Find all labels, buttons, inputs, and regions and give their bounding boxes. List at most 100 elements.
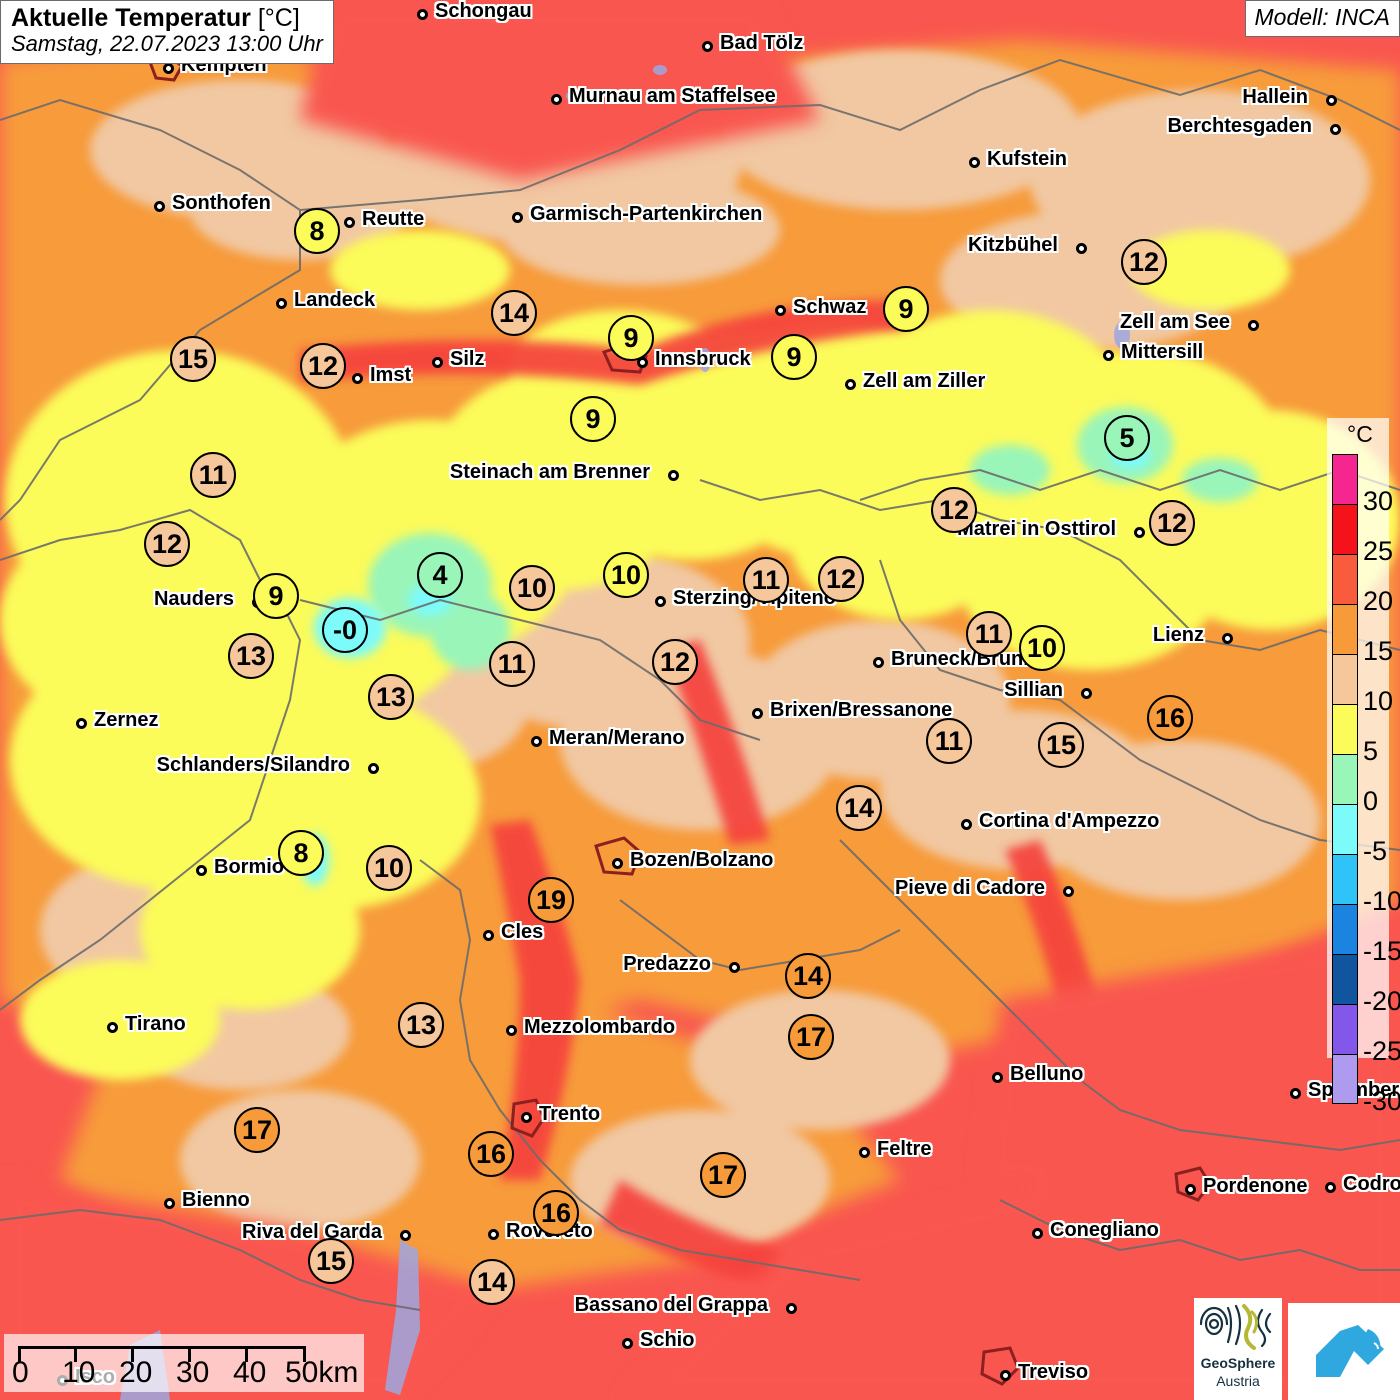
station-value-bubble[interactable]: 12	[818, 556, 864, 602]
station-value-bubble[interactable]: 5	[1104, 415, 1150, 461]
station-value-bubble[interactable]: 17	[700, 1152, 746, 1198]
city-label: Predazzo	[623, 953, 711, 975]
city-label: Kufstein	[987, 148, 1067, 170]
station-value-bubble[interactable]: 9	[883, 286, 929, 332]
city-dot-icon	[1081, 688, 1092, 699]
city-label: Pordenone	[1203, 1175, 1308, 1197]
legend-tick-label: -30	[1363, 1086, 1400, 1116]
legend-cell: 20	[1332, 554, 1393, 615]
scale-label: 50km	[285, 1356, 359, 1389]
legend-cell: 30	[1332, 454, 1393, 515]
station-value-bubble[interactable]: 9	[608, 315, 654, 361]
city-label: Matrei in Osttirol	[957, 518, 1116, 540]
model-box: Modell: INCA	[1244, 0, 1400, 37]
legend-cell: 25	[1332, 504, 1393, 565]
legend-tick-label: 5	[1363, 736, 1379, 766]
station-value-bubble[interactable]: 13	[228, 633, 274, 679]
legend-tick-label: 15	[1363, 636, 1394, 666]
legend-tick-label: 25	[1363, 536, 1394, 566]
station-value-bubble[interactable]: 10	[603, 552, 649, 598]
city-dot-icon	[1000, 1370, 1011, 1381]
station-value-bubble[interactable]: 13	[368, 674, 414, 720]
station-value-bubble[interactable]: 14	[836, 785, 882, 831]
page-title: Aktuelle Temperatur [°C]	[11, 5, 323, 32]
station-value-bubble[interactable]: 9	[253, 573, 299, 619]
station-value-bubble[interactable]: 12	[300, 343, 346, 389]
station-value-bubble[interactable]: 15	[308, 1238, 354, 1284]
station-value-bubble[interactable]: 4	[417, 552, 463, 598]
station-value-bubble[interactable]: 9	[570, 396, 616, 442]
station-value-bubble[interactable]: 11	[743, 557, 789, 603]
legend-tick-label: 30	[1363, 486, 1394, 516]
city-label: Sillian	[1004, 679, 1063, 701]
city-dot-icon	[1330, 124, 1341, 135]
legend-tick-label: -20	[1363, 986, 1400, 1016]
station-value-bubble[interactable]: 17	[788, 1014, 834, 1060]
legend-tick-label: -5	[1363, 836, 1388, 866]
station-value-bubble[interactable]: 17	[234, 1107, 280, 1153]
city-label: Garmisch-Partenkirchen	[530, 203, 763, 225]
city-label: Cortina d'Ampezzo	[979, 810, 1160, 832]
city-label: Hallein	[1242, 86, 1308, 108]
legend-cell: -15	[1332, 904, 1400, 965]
city-label: Bienno	[182, 1189, 250, 1211]
station-value-bubble[interactable]: 15	[1038, 722, 1084, 768]
station-value-bubble[interactable]: 16	[533, 1190, 579, 1236]
city-dot-icon	[786, 1303, 797, 1314]
station-value-bubble[interactable]: 14	[469, 1259, 515, 1305]
city-label: Trento	[539, 1103, 601, 1125]
scale-bar: 0 10 20 30 40 50km	[4, 1334, 364, 1392]
city-dot-icon	[1185, 1184, 1196, 1195]
scale-tick	[188, 1349, 191, 1362]
station-value-bubble[interactable]: 14	[491, 290, 537, 336]
station-value-bubble[interactable]: 9	[771, 334, 817, 380]
city-dot-icon	[352, 373, 363, 384]
legend-cell: -30	[1332, 1054, 1400, 1115]
station-value-bubble[interactable]: 16	[1147, 695, 1193, 741]
legend-cell: 10	[1332, 654, 1393, 715]
city-dot-icon	[417, 9, 428, 20]
station-value-bubble[interactable]: 10	[1019, 625, 1065, 671]
title-box: Aktuelle Temperatur [°C] Samstag, 22.07.…	[0, 0, 334, 64]
station-value-bubble[interactable]: 12	[1149, 500, 1195, 546]
city-dot-icon	[344, 217, 355, 228]
station-value-bubble[interactable]: 8	[294, 208, 340, 254]
station-value-bubble[interactable]: 11	[926, 718, 972, 764]
scale-label: 30	[176, 1356, 210, 1389]
station-value-bubble[interactable]: 19	[528, 877, 574, 923]
city-label: Schwaz	[793, 296, 867, 318]
city-label: Landeck	[294, 289, 376, 311]
city-dot-icon	[752, 708, 763, 719]
station-value-bubble[interactable]: 12	[144, 521, 190, 567]
title-text: Aktuelle Temperatur	[11, 4, 251, 32]
city-label: Conegliano	[1050, 1219, 1159, 1241]
station-value-bubble[interactable]: 15	[170, 336, 216, 382]
station-value-bubble[interactable]: 12	[931, 487, 977, 533]
station-value-bubble[interactable]: 16	[468, 1131, 514, 1177]
station-value-bubble[interactable]: 10	[366, 845, 412, 891]
station-value-bubble[interactable]: 12	[652, 639, 698, 685]
city-dot-icon	[1103, 350, 1114, 361]
city-dot-icon	[1063, 886, 1074, 897]
city-dot-icon	[432, 357, 443, 368]
scale-tick	[131, 1349, 134, 1362]
station-value-bubble[interactable]: 13	[398, 1002, 444, 1048]
city-label: Sonthofen	[172, 192, 271, 214]
station-value-bubble[interactable]: 14	[785, 953, 831, 999]
station-value-bubble[interactable]: 11	[190, 452, 236, 498]
station-value-bubble[interactable]: 8	[278, 830, 324, 876]
city-label: Mittersill	[1121, 341, 1204, 363]
station-value-bubble[interactable]: -0	[322, 607, 368, 653]
city-dot-icon	[164, 1198, 175, 1209]
station-value-bubble[interactable]: 10	[509, 565, 555, 611]
legend-cell: 15	[1332, 604, 1393, 665]
city-dot-icon	[196, 865, 207, 876]
station-value-bubble[interactable]: 12	[1121, 239, 1167, 285]
city-label: Bad Tölz	[720, 32, 804, 54]
station-value-bubble[interactable]: 11	[966, 611, 1012, 657]
station-value-bubble[interactable]: 11	[489, 641, 535, 687]
city-label: Berchtesgaden	[1167, 115, 1313, 137]
legend-unit-label: °C	[1347, 421, 1373, 447]
